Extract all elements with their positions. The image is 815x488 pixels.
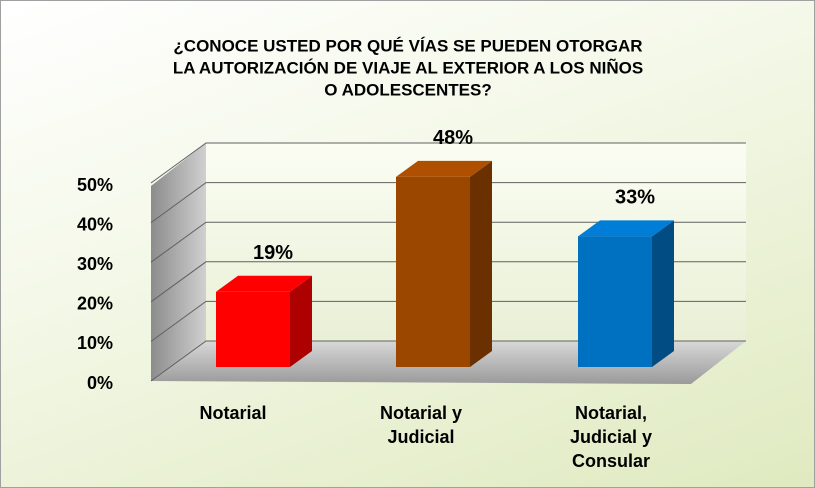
bar: [578, 220, 674, 367]
data-label: 33%: [615, 187, 655, 209]
bar-side: [470, 160, 492, 367]
grid-line: [150, 182, 746, 224]
y-tick-label: 50%: [77, 175, 113, 195]
data-label: 19%: [253, 242, 293, 264]
chart-title: ¿CONOCE USTED POR QUÉ VÍAS SE PUEDEN OTO…: [173, 36, 642, 55]
chart-title: O ADOLESCENTES?: [324, 80, 492, 99]
bar: [216, 275, 312, 367]
bar-top: [396, 160, 492, 177]
side-wall: [151, 143, 206, 381]
bar-front: [396, 176, 470, 367]
chart-title: LA AUTORIZACIÓN DE VIAJE AL EXTERIOR A L…: [173, 57, 643, 77]
bar-side: [652, 220, 674, 367]
bar-top: [578, 220, 674, 237]
grid-line: [150, 340, 746, 382]
y-tick-label: 0%: [87, 373, 113, 393]
y-tick-label: 40%: [77, 214, 113, 234]
grid-line: [150, 142, 746, 184]
bar-top: [216, 275, 312, 292]
x-tick-label: Notarial: [199, 403, 267, 423]
y-tick-label: 10%: [77, 333, 113, 353]
bar-front: [216, 291, 290, 367]
bar-front: [578, 236, 652, 367]
grid-line: [150, 261, 746, 303]
bar-side: [290, 275, 312, 367]
data-label: 48%: [433, 127, 473, 149]
grid-line: [150, 300, 746, 342]
bar: [396, 160, 492, 367]
x-tick-label: Notarial, Judicial y Consular: [569, 403, 653, 471]
y-tick-label: 20%: [77, 294, 113, 314]
grid-line: [150, 221, 746, 263]
y-tick-label: 30%: [77, 254, 113, 274]
x-tick-label: Notarial y Judicial: [379, 403, 463, 447]
